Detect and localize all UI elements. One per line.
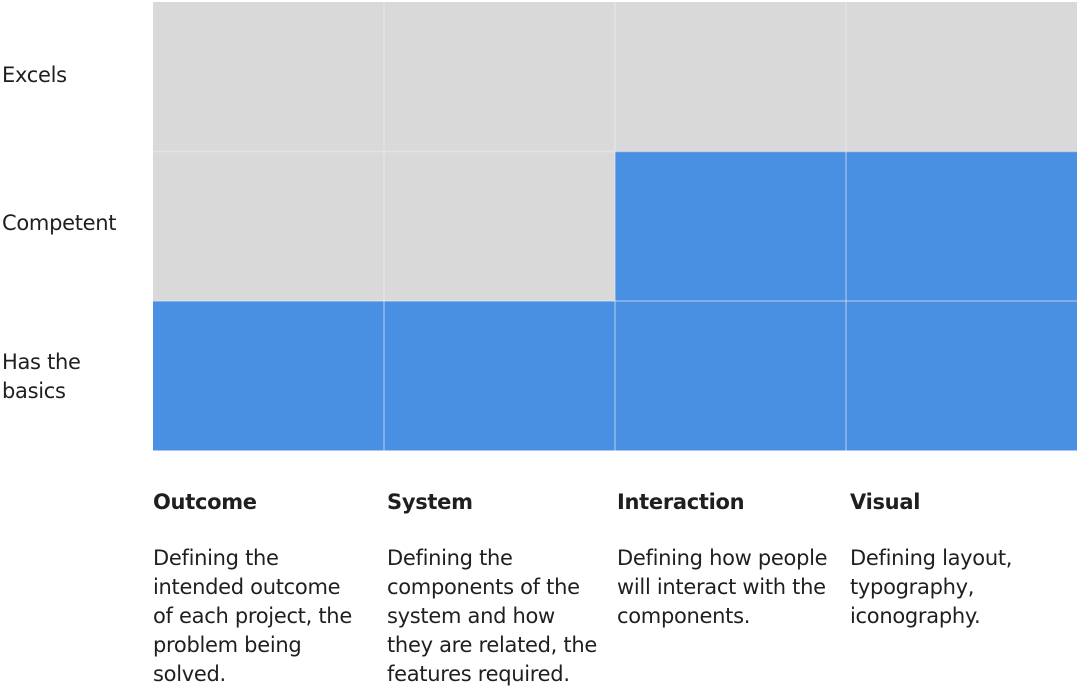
grid-cell-system-row-1-empty [384, 2, 615, 152]
grid-cell-system-row-3-filled [384, 301, 615, 451]
column-system: System Defining the components of the sy… [387, 488, 612, 689]
column-description-visual: Defining layout, typography, iconography… [850, 546, 1013, 628]
column-title-interaction: Interaction [617, 490, 745, 514]
grid-cell-outcome-row-3-filled [153, 301, 384, 451]
grid-cell-outcome-row-1-empty [153, 2, 384, 152]
grid-cell-outcome-row-2-empty [153, 151, 384, 301]
column-title-visual: Visual [850, 490, 921, 514]
column-outcome: Outcome Defining the intended outcome of… [153, 488, 378, 689]
grid-cell-visual-row-2-filled [846, 151, 1077, 301]
row-label-has-the-basics: Has the basics [2, 350, 81, 403]
grid-cell-visual-row-1-empty [846, 2, 1077, 152]
grid-cell-system-row-2-empty [384, 151, 615, 301]
column-title-system: System [387, 490, 473, 514]
column-description-interaction: Defining how people will interact with t… [617, 546, 828, 628]
column-interaction: Interaction Defining how people will int… [617, 488, 842, 631]
row-label-excels: Excels [2, 63, 67, 87]
column-title-outcome: Outcome [153, 490, 257, 514]
row-label-competent: Competent [2, 211, 117, 235]
grid-cell-interaction-row-3-filled [615, 301, 846, 451]
column-description-outcome: Defining the intended outcome of each pr… [153, 546, 352, 686]
grid-cell-interaction-row-1-empty [615, 2, 846, 152]
column-description-system: Defining the components of the system an… [387, 546, 597, 686]
grid-cell-visual-row-3-filled [846, 301, 1077, 451]
grid-cell-interaction-row-2-filled [615, 151, 846, 301]
column-visual: Visual Defining layout, typography, icon… [850, 488, 1075, 631]
skill-level-grid [153, 2, 1077, 451]
